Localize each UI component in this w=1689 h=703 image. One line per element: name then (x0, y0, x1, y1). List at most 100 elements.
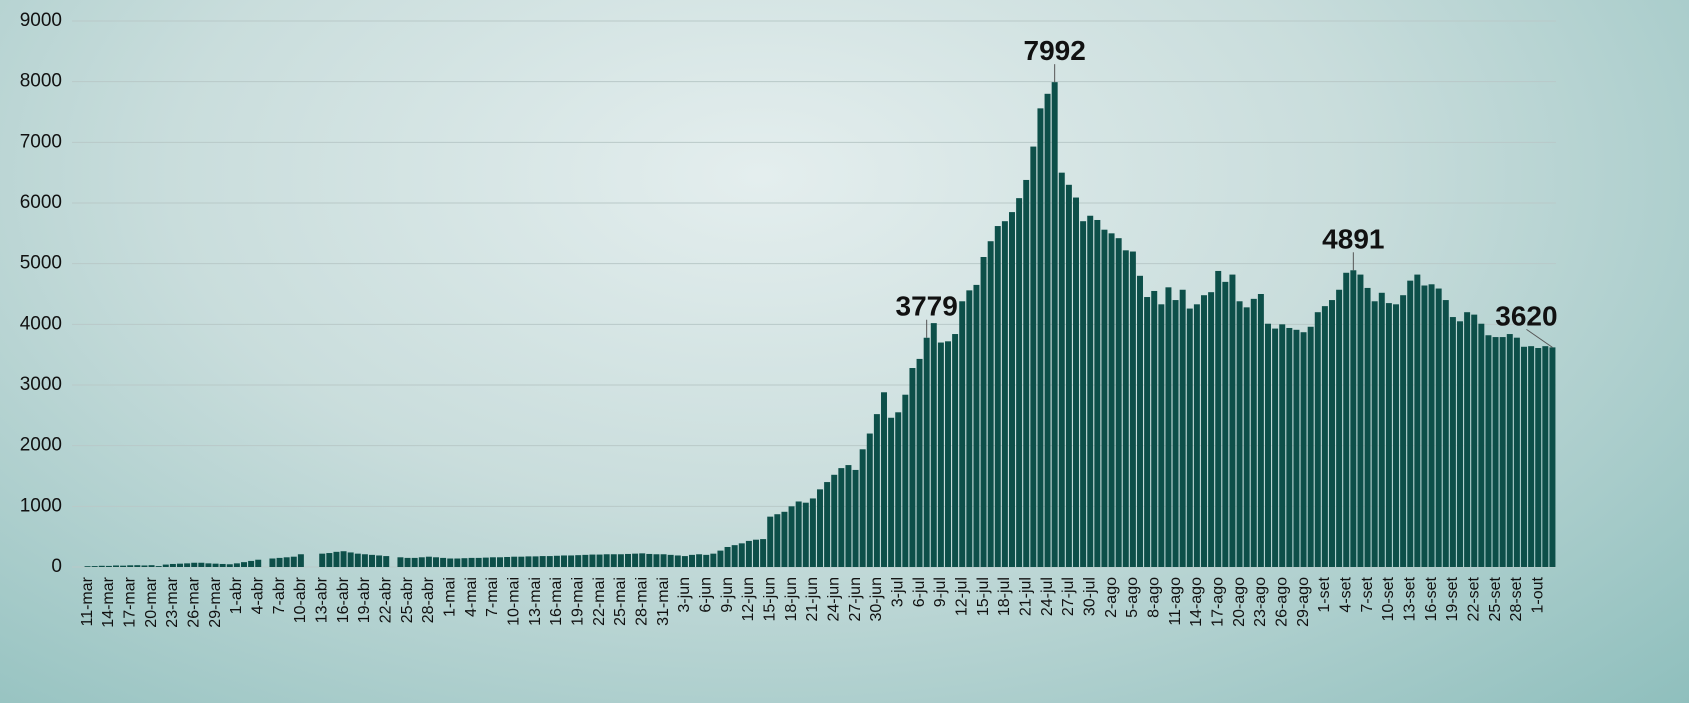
bar (895, 412, 902, 567)
bar (369, 554, 375, 567)
bar (845, 465, 852, 567)
bar (1051, 82, 1058, 567)
bar (504, 556, 511, 567)
bar (418, 557, 425, 567)
annotation: 4891 (1322, 223, 1384, 254)
bar (731, 545, 738, 567)
x-tick-label: 3-jul (889, 577, 906, 607)
annotation: 3620 (1495, 300, 1557, 331)
x-tick-label: 1-mai (441, 577, 458, 617)
bar (1485, 335, 1492, 567)
bar (1321, 306, 1328, 567)
bar (987, 241, 994, 567)
bar (1236, 301, 1243, 567)
bar (383, 556, 390, 567)
x-tick-label: 6-jul (911, 577, 928, 607)
bar (511, 556, 518, 567)
bar (1364, 287, 1371, 567)
bar (561, 555, 567, 567)
x-tick-label: 10-mai (505, 577, 522, 626)
bar (127, 565, 134, 567)
y-tick-label: 1000 (20, 495, 62, 516)
bar (482, 557, 489, 567)
bar (1535, 347, 1542, 567)
bar (1058, 172, 1065, 567)
bar (1044, 93, 1051, 568)
bar (1457, 321, 1463, 567)
bar (1073, 197, 1079, 568)
bar (788, 506, 795, 567)
bar (774, 514, 781, 567)
bar (397, 557, 404, 567)
bar (966, 290, 973, 567)
bar (205, 563, 212, 567)
bar (1186, 308, 1193, 567)
y-tick-label: 9000 (20, 10, 62, 31)
x-tick-label: 23-mar (164, 576, 181, 627)
x-tick-label: 25-mai (612, 577, 629, 626)
bar (361, 554, 368, 567)
bar (831, 474, 838, 567)
bar (909, 368, 916, 567)
bar (539, 556, 546, 567)
bar (411, 557, 418, 567)
x-tick-label: 17-mar (121, 576, 138, 627)
bar (1144, 297, 1151, 567)
bar (84, 566, 91, 567)
x-tick-label: 30-jul (1081, 577, 1098, 616)
x-tick-label: 16-mai (548, 577, 565, 626)
x-tick-label: 29-ago (1295, 577, 1312, 627)
x-tick-label: 6-jun (697, 577, 714, 613)
x-tick-label: 22-abr (377, 576, 394, 623)
x-tick-label: 7-set (1359, 576, 1376, 612)
bar (1471, 314, 1478, 567)
y-tick-label: 0 (51, 556, 62, 577)
y-tick-label: 5000 (20, 253, 62, 274)
bar (859, 449, 866, 567)
bar (248, 560, 255, 567)
bar (1414, 274, 1421, 567)
bar (532, 556, 539, 567)
bar (937, 342, 944, 567)
x-tick-label: 20-mar (143, 576, 160, 627)
bar (1421, 285, 1428, 567)
bar (1122, 250, 1129, 567)
bar (603, 554, 610, 567)
bar (809, 498, 816, 567)
bar (1513, 337, 1520, 567)
bar (1549, 347, 1556, 567)
bar (1016, 198, 1023, 567)
bar (475, 557, 482, 567)
x-tick-label: 19-set (1444, 576, 1461, 621)
x-tick-label: 1-set (1316, 576, 1333, 612)
y-tick-label: 3000 (20, 374, 62, 395)
x-tick-label: 1-abr (228, 576, 245, 614)
bar (617, 554, 624, 567)
bar (433, 557, 439, 567)
bar (1009, 212, 1015, 567)
bar (1300, 332, 1307, 567)
y-tick-label: 2000 (20, 435, 62, 456)
bar (162, 564, 169, 567)
bar (1521, 346, 1527, 567)
y-tick-label: 7000 (20, 131, 62, 152)
bar (1478, 323, 1485, 567)
bar (440, 557, 447, 567)
bar (674, 555, 681, 567)
y-tick-label: 8000 (20, 71, 62, 92)
bar (113, 565, 119, 567)
bar (1065, 184, 1072, 568)
bar (447, 558, 454, 567)
bar (681, 556, 688, 567)
bar (724, 546, 731, 567)
bar (1222, 281, 1229, 567)
bar (781, 511, 788, 567)
x-tick-label: 28-mai (633, 577, 650, 626)
bar (1137, 275, 1143, 567)
bar (1293, 329, 1300, 567)
x-tick-label: 18-jun (783, 577, 800, 621)
bar (169, 563, 176, 567)
annotation: 7992 (1024, 35, 1086, 66)
bar (589, 554, 596, 567)
